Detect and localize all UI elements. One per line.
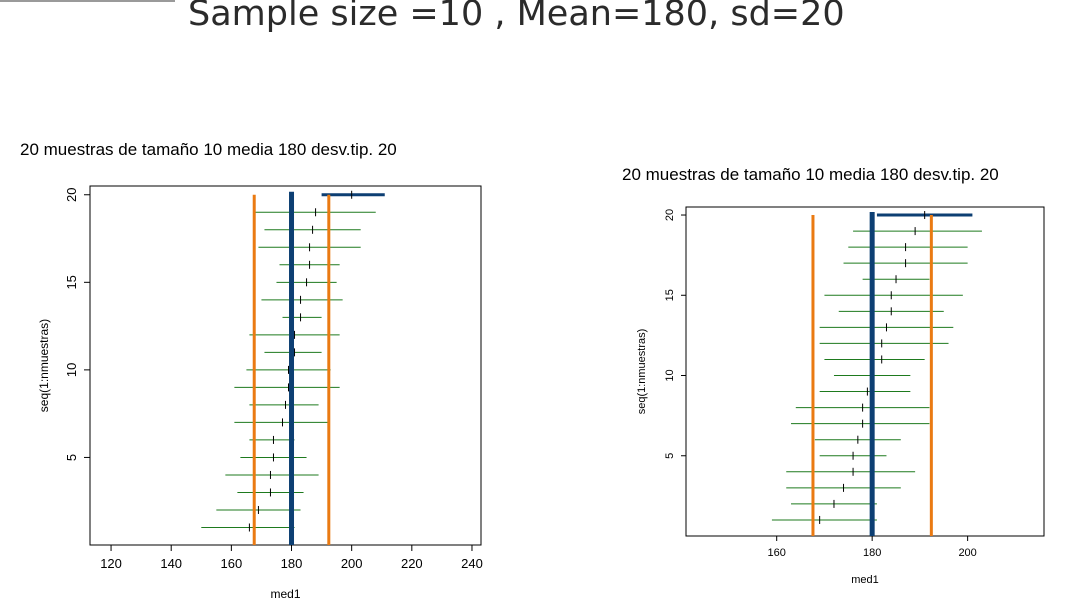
y-axis-label: seq(1:nmuestras) [37,319,51,412]
y-tick-label-3: 15 [64,275,79,289]
x-tick-label-7: 240 [461,556,483,571]
x-tick-label-3: 200 [958,547,976,559]
x-tick-label-1: 160 [768,547,786,559]
chart-1-frame [89,185,482,546]
x-tick-label-5: 200 [341,556,363,571]
y-tick-label-4: 20 [64,188,79,202]
chart-1-title: 20 muestras de tamaño 10 media 180 desv.… [20,140,397,159]
y-tick-label-2: 10 [64,363,79,377]
y-axis-label: seq(1:nmuestras) [636,329,648,415]
chart-1-plot: 120 140 160 180 200 220 240 5 10 15 20 med1 seq(1:nm… [37,185,483,601]
x-tick-label-2: 180 [863,547,881,559]
chart-2-plot: 160 180 200 5 10 15 20 med1 seq(1:nmuestras) [636,206,1045,586]
chart-2-frame [685,206,1045,537]
y-tick-label-4: 20 [664,209,676,221]
y-tick-label-1: 5 [64,454,79,461]
x-tick-label-1: 120 [100,556,122,571]
chart-2-title: 20 muestras de tamaño 10 media 180 desv.… [622,165,999,184]
slide-title: Sample size =10 , Mean=180, sd=20 [188,0,845,34]
top-divider-line [0,0,175,2]
x-tick-label-4: 180 [281,556,303,571]
x-tick-label-6: 220 [401,556,423,571]
x-tick-label-2: 140 [160,556,182,571]
x-axis-label: med1 [851,574,879,586]
x-axis-label: med1 [270,587,300,601]
y-tick-label-3: 15 [664,289,676,301]
x-tick-label-3: 160 [221,556,243,571]
y-tick-label-2: 10 [664,369,676,381]
y-tick-label-1: 5 [664,453,676,459]
